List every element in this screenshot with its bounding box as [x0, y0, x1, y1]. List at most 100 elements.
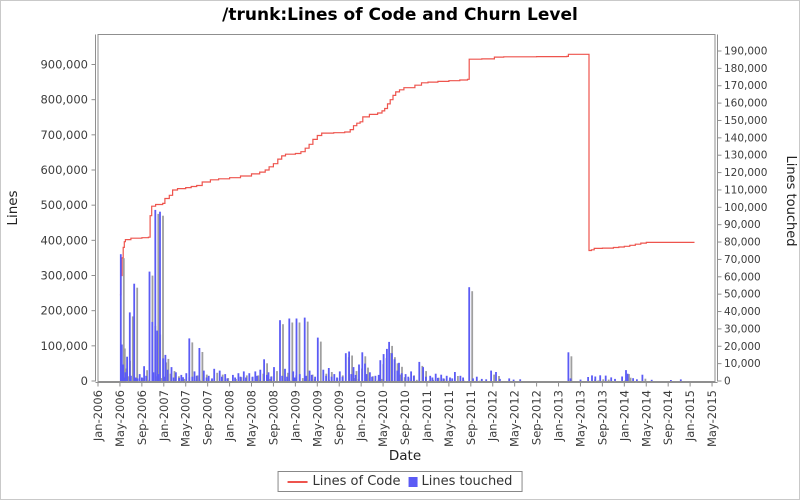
bar	[396, 370, 399, 381]
bar	[207, 375, 210, 381]
bar	[591, 375, 593, 381]
bar	[327, 368, 330, 381]
bar	[422, 367, 424, 381]
bar-shadow	[339, 381, 341, 382]
bar-shadow	[602, 379, 605, 381]
bar	[495, 372, 497, 381]
left-axis-tick-label: 800,000	[40, 93, 88, 107]
bar	[256, 375, 258, 381]
bar-shadow	[425, 371, 427, 381]
right-axis-tick-label: 30,000	[724, 323, 761, 335]
bar	[412, 375, 415, 381]
bar	[377, 374, 380, 381]
bar	[133, 283, 136, 381]
bar-shadow	[629, 377, 632, 381]
x-axis-tick-label: Sep-2011	[464, 390, 478, 445]
bar	[354, 374, 357, 381]
bar-shadow	[452, 381, 454, 382]
bar	[361, 352, 364, 381]
bar-shadow	[471, 291, 474, 381]
bar	[185, 373, 188, 381]
left-axis-tick-label: 600,000	[40, 163, 88, 177]
bar	[234, 377, 236, 381]
right-axis-tick-label: 160,000	[724, 98, 767, 110]
bar	[254, 371, 257, 381]
bar	[286, 376, 288, 381]
bar-shadow	[216, 372, 219, 381]
bar	[151, 321, 154, 381]
bar-shadow	[127, 376, 130, 381]
bar	[175, 372, 177, 381]
legend-label-lines-touched: Lines touched	[421, 474, 513, 489]
bar-shadow	[144, 381, 146, 382]
right-axis-tick-label: 170,000	[724, 80, 767, 92]
bar	[172, 377, 175, 381]
bar	[569, 378, 572, 381]
bar	[398, 362, 400, 381]
left-axis-tick-label: 100,000	[40, 339, 88, 353]
right-axis-tick-label: 140,000	[724, 132, 767, 144]
bar	[352, 367, 355, 381]
x-axis-tick-label: May-2007	[179, 390, 193, 447]
bar	[136, 378, 139, 381]
bar	[251, 376, 254, 381]
left-axis-tick-label: 400,000	[40, 233, 88, 247]
bar	[369, 372, 371, 381]
bar	[195, 375, 198, 381]
bar	[348, 351, 350, 381]
bar-shadow	[185, 381, 187, 382]
bar	[358, 364, 360, 381]
right-axis-tick-label: 20,000	[724, 341, 761, 353]
bar-shadow	[282, 324, 284, 381]
plot-border	[97, 34, 716, 382]
bar	[263, 359, 265, 381]
bar	[166, 369, 169, 381]
bar	[454, 372, 456, 381]
bar-shadow	[237, 381, 239, 382]
bar-shadow	[330, 372, 333, 381]
bar	[404, 374, 407, 381]
bar-shadow	[269, 378, 271, 381]
bar	[440, 374, 443, 381]
x-axis-tick-label: Jan-2008	[223, 390, 237, 442]
bar	[632, 378, 634, 381]
bar-shadow	[248, 381, 250, 382]
bar-shadow	[131, 316, 134, 381]
x-axis-tick-label: Sep-2013	[595, 390, 609, 445]
right-axis-tick-label: 130,000	[724, 150, 767, 162]
bar	[202, 370, 205, 381]
bar	[499, 378, 501, 381]
bar	[266, 374, 268, 381]
bar	[333, 374, 336, 381]
bar-shadow	[301, 378, 304, 381]
bar-shadow	[266, 363, 268, 381]
right-axis-tick-label: 60,000	[724, 271, 761, 283]
bar	[122, 364, 125, 381]
bar-shadow	[126, 381, 129, 382]
legend-label-lines-of-code: Lines of Code	[312, 474, 401, 489]
bar-shadow	[122, 258, 125, 381]
bar	[594, 376, 597, 381]
bar-shadow	[465, 381, 467, 382]
bar-shadow	[160, 378, 163, 381]
bar	[191, 376, 194, 381]
bar	[400, 373, 403, 381]
legend: Lines of Code Lines touched	[277, 471, 523, 492]
x-axis-tick-label: May-2006	[113, 390, 127, 447]
lines-touched-square-swatch	[408, 476, 418, 487]
right-axis-tick-label: 190,000	[724, 46, 767, 58]
bar	[248, 373, 251, 381]
x-axis-title: Date	[389, 448, 421, 464]
bar	[322, 369, 325, 381]
bar-shadow	[493, 374, 495, 381]
bar	[295, 318, 298, 381]
bar	[325, 375, 327, 381]
bar	[157, 374, 160, 381]
bar-shadow	[201, 352, 204, 381]
bar-shadow	[291, 322, 294, 381]
x-axis: Jan-2006 May-2006 Sep-2006 Jan-2007 May-2007…	[91, 382, 719, 464]
bar	[614, 378, 616, 381]
bar	[636, 379, 638, 381]
bar-shadow	[367, 367, 369, 381]
x-axis-tick-label: May-2015	[705, 390, 719, 447]
